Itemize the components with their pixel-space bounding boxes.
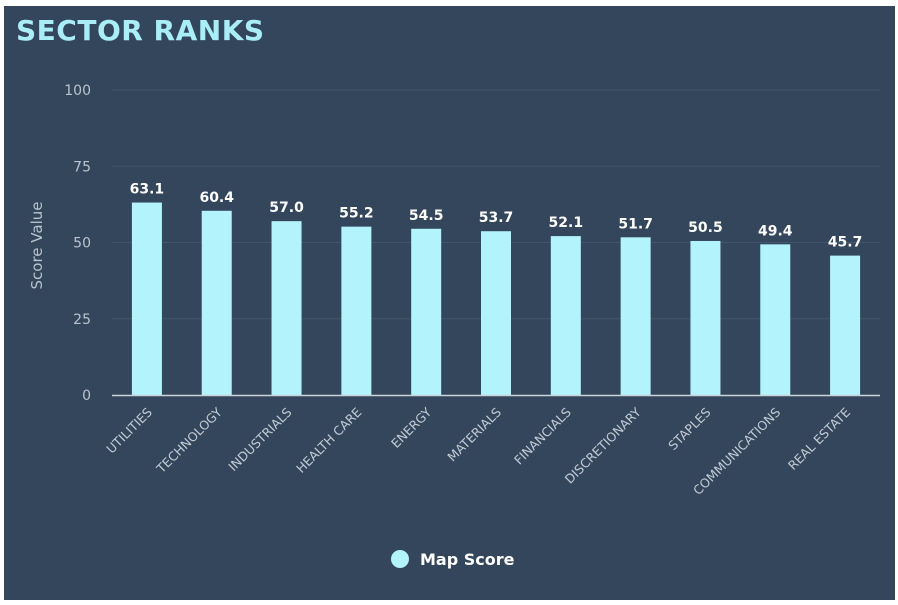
x-tick-label: HEALTH CARE — [293, 404, 364, 475]
bar — [550, 236, 581, 395]
x-tick-label: REAL ESTATE — [785, 404, 853, 472]
data-label: 49.4 — [758, 223, 793, 239]
x-tick-label: INDUSTRIALS — [225, 404, 294, 473]
x-tick-label: FINANCIALS — [511, 404, 574, 467]
y-tick-label: 50 — [73, 236, 91, 252]
data-label: 51.7 — [618, 216, 653, 232]
data-label: 57.0 — [269, 200, 304, 216]
data-label: 52.1 — [549, 215, 584, 231]
bar — [131, 202, 162, 395]
bar — [760, 244, 791, 395]
x-tick-label: UTILITIES — [103, 404, 155, 456]
x-tick-label: TECHNOLOGY — [153, 404, 225, 476]
chart-title: SECTOR RANKS — [16, 14, 265, 47]
x-tick-label: STAPLES — [665, 404, 713, 452]
bar — [830, 255, 861, 395]
x-tick-label: MATERIALS — [444, 404, 504, 464]
data-label: 45.7 — [828, 235, 863, 251]
x-tick-label: ENERGY — [388, 404, 435, 451]
bar — [201, 210, 232, 395]
legend-marker — [391, 550, 409, 568]
y-tick-label: 25 — [73, 312, 91, 328]
data-label: 54.5 — [409, 208, 444, 224]
bar — [620, 237, 651, 395]
data-label: 60.4 — [199, 190, 234, 206]
data-label: 53.7 — [479, 210, 514, 226]
y-tick-label: 75 — [73, 159, 91, 175]
bar — [271, 221, 302, 395]
data-label: 50.5 — [688, 220, 723, 236]
x-tick-label: DISCRETIONARY — [562, 404, 644, 486]
bar — [690, 240, 721, 395]
bar — [411, 228, 442, 395]
bar — [341, 226, 372, 395]
legend-label: Map Score — [420, 550, 515, 569]
y-axis-title: Score Value — [28, 202, 46, 290]
data-label: 55.2 — [339, 206, 374, 222]
y-tick-label: 100 — [64, 83, 91, 99]
bar — [481, 231, 511, 395]
data-label: 63.1 — [130, 182, 165, 198]
y-tick-label: 0 — [82, 388, 91, 404]
